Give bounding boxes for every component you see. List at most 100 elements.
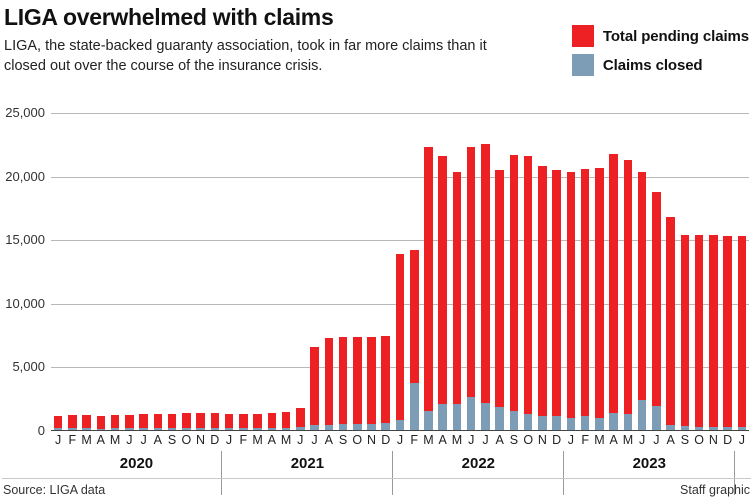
x-axis-year-label: 2023 [632, 455, 666, 472]
bar-claims-closed [182, 427, 191, 431]
bar-group [224, 113, 234, 431]
credit-note: Staff graphic [680, 483, 750, 497]
page-title: LIGA overwhelmed with claims [4, 4, 334, 30]
x-axis-month-label: M [622, 433, 634, 447]
x-axis-month-label: D [723, 433, 733, 447]
bar-group [82, 113, 91, 431]
x-axis-year-label: 2020 [119, 455, 154, 472]
bar-claims-closed [267, 427, 277, 431]
bar-total-pending-claims [680, 235, 690, 431]
bar-claims-closed [609, 413, 618, 431]
bar-total-pending-claims [595, 167, 604, 431]
x-axis-month-label: S [680, 433, 690, 447]
bar-total-pending-claims [110, 415, 120, 431]
bar-total-pending-claims [495, 170, 504, 431]
bar-total-pending-claims [139, 414, 148, 431]
bar-claims-closed [210, 427, 220, 431]
x-axis-month-label: A [153, 433, 162, 447]
header: LIGA overwhelmed with claims LIGA, the s… [4, 4, 749, 76]
bar-total-pending-claims [623, 160, 633, 431]
x-axis-month-label: D [210, 433, 220, 447]
bar-group [609, 113, 618, 431]
bar-total-pending-claims [395, 254, 405, 431]
bar-chart: 0 5,000 10,000 15,000 20,000 25,000 [0, 104, 753, 440]
bar-group [580, 113, 590, 431]
bar-total-pending-claims [723, 235, 732, 431]
bar-total-pending-claims [609, 153, 618, 431]
bar-group [267, 113, 277, 431]
bar-claims-closed [495, 406, 504, 431]
x-axis-month-label: J [468, 433, 475, 447]
bar-total-pending-claims [509, 154, 519, 431]
x-axis-month-label: S [338, 433, 348, 447]
x-axis-month-label: M [252, 433, 263, 447]
bar-claims-closed [709, 427, 718, 431]
x-axis-year-label: 2021 [290, 455, 325, 472]
gridline [51, 240, 749, 242]
bar-total-pending-claims [310, 347, 319, 431]
bar-total-pending-claims [538, 166, 547, 431]
bar-claims-closed [694, 426, 704, 431]
bar-group [623, 113, 633, 431]
bar-total-pending-claims [637, 171, 647, 431]
bar-group [538, 113, 547, 431]
bar-group [424, 113, 433, 431]
x-axis-month-label: A [609, 433, 618, 447]
bar-group [196, 113, 205, 431]
x-axis-month-label: J [482, 433, 489, 447]
bar-group [552, 113, 561, 431]
bar-group [310, 113, 319, 431]
x-axis-month-label: O [694, 433, 704, 447]
bar-claims-closed [595, 418, 604, 431]
bar-claims-closed [409, 382, 419, 431]
bar-group [737, 113, 747, 431]
legend-item-claims-closed: Claims closed [571, 54, 703, 76]
bar-claims-closed [481, 403, 490, 431]
bar-group [395, 113, 405, 431]
bar-total-pending-claims [239, 413, 248, 431]
bar-total-pending-claims [709, 235, 718, 431]
bar-total-pending-claims [210, 413, 220, 431]
x-axis-month-label: D [552, 433, 562, 447]
bar-total-pending-claims [424, 147, 433, 431]
x-axis-month-label: F [581, 433, 589, 447]
x-axis-month-label: O [523, 433, 534, 447]
x-axis-year-labels: 2020 2021 2022 2023 [51, 451, 749, 495]
x-axis-month-label: S [167, 433, 177, 447]
bar-group [466, 113, 476, 431]
bar-group [239, 113, 248, 431]
bar-claims-closed [680, 425, 690, 431]
year-separator [733, 451, 735, 495]
bar-group [338, 113, 348, 431]
bar-group [452, 113, 462, 431]
bar-total-pending-claims [352, 336, 362, 431]
bar-total-pending-claims [666, 217, 675, 431]
bar-claims-closed [352, 424, 362, 431]
bar-claims-closed [538, 416, 547, 431]
bar-claims-closed [523, 414, 533, 431]
x-axis-month-label: J [140, 433, 147, 447]
bar-claims-closed [338, 424, 348, 431]
bar-group [96, 113, 106, 431]
bar-claims-closed [666, 424, 675, 431]
bar-total-pending-claims [737, 235, 747, 431]
x-axis-month-label: J [297, 433, 304, 447]
x-axis-month-label: J [639, 433, 646, 447]
bar-claims-closed [239, 427, 248, 431]
bar-total-pending-claims [438, 156, 447, 431]
bar-claims-closed [96, 428, 106, 431]
bar-total-pending-claims [367, 336, 376, 431]
bar-group [694, 113, 704, 431]
x-axis-month-label: S [509, 433, 519, 447]
bar-total-pending-claims [580, 168, 590, 431]
bar-claims-closed [466, 396, 476, 431]
bar-group [281, 113, 291, 431]
bar-group [409, 113, 419, 431]
bar-claims-closed [167, 428, 177, 431]
bar-claims-closed [196, 427, 205, 431]
x-axis-month-label: M [280, 433, 292, 447]
bar-group [381, 113, 391, 431]
bar-group [723, 113, 732, 431]
bar-claims-closed [139, 428, 148, 431]
